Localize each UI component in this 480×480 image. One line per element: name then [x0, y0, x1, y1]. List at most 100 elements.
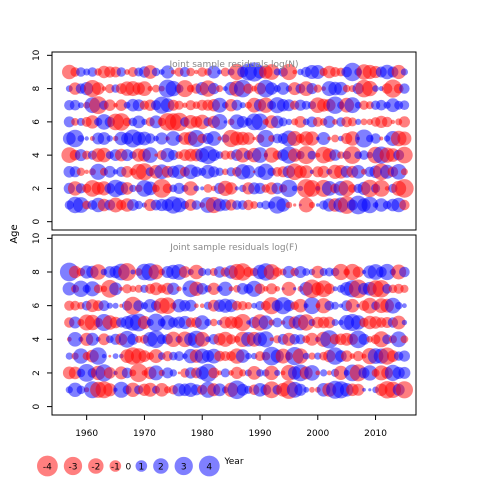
residual-bubble — [257, 163, 274, 180]
residual-bubble — [401, 319, 408, 326]
residual-bubble — [169, 369, 177, 377]
residual-bubble — [257, 331, 274, 348]
residual-bubble — [162, 183, 173, 194]
panel-lognorm-residuals: Joint sample residuals log(N) 0 2 4 6 8 10 — [32, 49, 417, 231]
residual-bubble — [315, 370, 321, 376]
residual-bubble — [194, 69, 199, 75]
residual-bubble — [235, 349, 250, 363]
residual-bubble — [247, 366, 262, 380]
residual-bubble — [400, 68, 408, 76]
residual-bubble — [129, 363, 148, 383]
residual-bubble — [76, 167, 86, 176]
residual-bubble — [385, 297, 401, 314]
residual-bubble — [343, 62, 362, 82]
panel-title: Joint sample residuals log(N) — [168, 60, 298, 70]
residual-bubble — [204, 318, 212, 327]
residual-bubble — [308, 352, 316, 360]
residual-bubble — [183, 181, 198, 196]
residual-bubble — [191, 200, 202, 210]
residual-bubble — [217, 136, 222, 141]
residual-bubble — [302, 268, 311, 276]
residual-bubble — [137, 315, 151, 330]
residual-bubble — [112, 113, 130, 131]
y-tick-label: 0 — [32, 219, 42, 225]
y-axis-label: Age — [9, 224, 20, 243]
y-tick-label: 6 — [32, 119, 42, 125]
residual-bubble — [252, 136, 256, 141]
residual-bubble — [297, 146, 316, 165]
residual-bubble — [320, 369, 328, 377]
residual-bubble — [257, 129, 275, 148]
residual-bubble — [310, 65, 325, 79]
residual-bubble — [109, 282, 122, 296]
legend-label: 0 — [125, 463, 131, 473]
residual-bubble — [250, 201, 259, 209]
residual-bubble — [394, 301, 403, 310]
residual-bubble — [381, 116, 393, 128]
residual-bubble — [278, 117, 288, 127]
residual-bubble — [104, 367, 116, 379]
residual-bubble — [217, 370, 223, 376]
residual-bubble — [243, 83, 254, 94]
bubble-layer — [61, 62, 414, 215]
residual-bubble — [121, 149, 134, 162]
residual-bubble — [151, 67, 161, 77]
residual-bubble — [67, 332, 83, 347]
residual-bubble — [186, 67, 195, 77]
residual-bubble — [331, 301, 339, 310]
residual-bubble — [293, 287, 297, 291]
residual-bubble — [358, 333, 370, 345]
residual-bubble — [165, 331, 181, 347]
residual-bubble — [106, 135, 114, 142]
residual-bubble — [251, 113, 269, 131]
residual-bubble — [134, 200, 143, 210]
residual-bubble — [345, 298, 360, 313]
legend-bubble — [109, 460, 122, 472]
residual-bubble — [101, 353, 107, 359]
residual-bubble — [341, 350, 353, 362]
residual-bubble — [137, 81, 152, 96]
residual-bubble — [317, 132, 331, 145]
legend-bubble — [37, 455, 58, 477]
residual-bubble — [395, 179, 414, 198]
residual-bubble — [398, 366, 411, 379]
residual-bubble — [252, 147, 268, 163]
legend-label: 2 — [158, 463, 164, 473]
residual-bubble — [291, 185, 298, 192]
residual-bubble — [326, 96, 344, 114]
residual-bubble — [400, 335, 409, 344]
residual-bubble — [254, 283, 266, 295]
residual-bubble — [370, 133, 381, 144]
residual-bubble — [352, 383, 365, 396]
residual-bubble — [261, 200, 271, 210]
y-tick-label: 8 — [32, 269, 42, 275]
residual-bubble — [245, 352, 252, 360]
residual-bubble — [230, 366, 243, 379]
residual-bubble — [208, 367, 220, 379]
residual-bubble — [161, 65, 175, 79]
residual-bubble — [118, 263, 136, 281]
residual-bubble — [391, 64, 406, 80]
residual-bubble — [333, 365, 348, 380]
residual-bubble — [334, 81, 348, 96]
residual-bubble — [342, 84, 351, 93]
residual-bubble — [238, 301, 248, 311]
residual-bubble — [185, 100, 196, 111]
residual-bubble — [239, 102, 246, 109]
residual-bubble — [372, 180, 390, 197]
residual-bubble — [332, 286, 338, 292]
residual-bubble — [274, 286, 281, 292]
residual-bubble — [323, 283, 335, 295]
residual-bubble — [390, 331, 407, 348]
residual-bubble — [331, 319, 339, 326]
residual-bubble — [274, 369, 281, 376]
residual-bubble — [399, 100, 410, 110]
residual-bubble — [294, 383, 307, 396]
residual-bubble — [399, 199, 410, 211]
x-tick-label: 1990 — [249, 429, 272, 439]
residual-bubble — [189, 264, 204, 280]
legend-label: 4 — [206, 463, 212, 473]
residual-bubble — [119, 286, 124, 291]
residual-bubble — [215, 167, 224, 176]
residual-bubble — [359, 150, 369, 160]
